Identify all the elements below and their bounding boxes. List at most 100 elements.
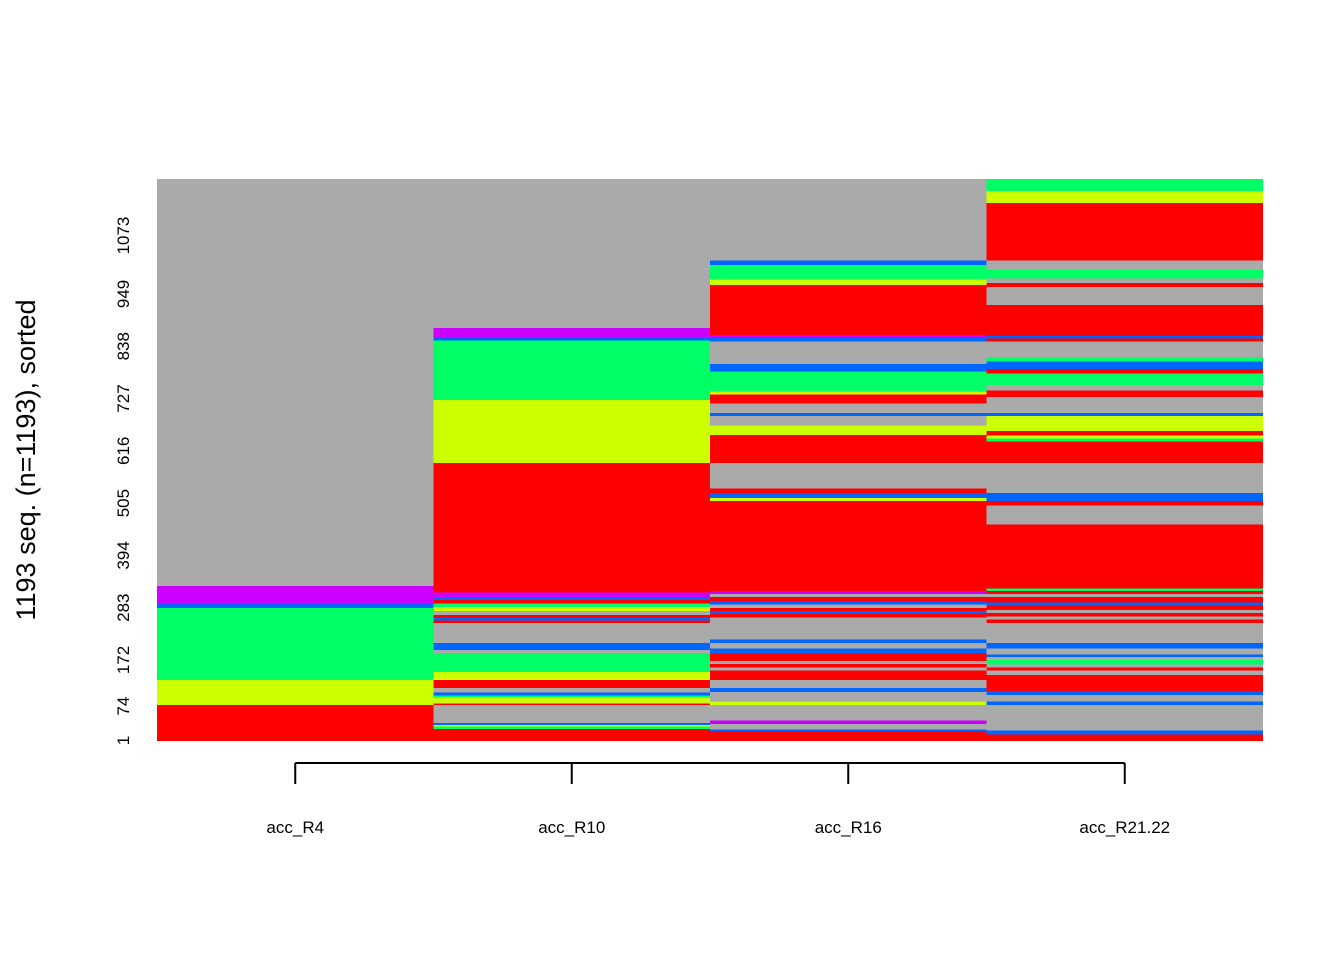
- sequence-cell: [986, 623, 1263, 644]
- sequence-cell: [710, 639, 987, 644]
- sequence-cell: [986, 179, 1263, 191]
- sequence-cell: [710, 663, 987, 668]
- sequence-cell: [986, 260, 1263, 270]
- sequence-cell: [986, 361, 1263, 369]
- sequence-cell: [710, 371, 987, 392]
- sequence-cell: [433, 607, 710, 611]
- y-axis-title: 1193 seq. (n=1193), sorted: [11, 300, 41, 621]
- sequence-cell: [710, 260, 987, 266]
- sequence-cell: [433, 463, 710, 587]
- sequence-cell: [433, 603, 710, 608]
- sequence-cell: [710, 488, 987, 494]
- sequence-cell: [710, 679, 987, 689]
- sequence-cell: [710, 403, 987, 414]
- sequence-cell: [986, 435, 1263, 439]
- sequence-cell: [710, 334, 987, 338]
- sequence-cell: [710, 608, 987, 611]
- sequence-cell: [710, 425, 987, 435]
- sequence-cell: [710, 497, 987, 501]
- sequence-cell: [433, 652, 710, 672]
- sequence-cell: [710, 394, 987, 404]
- sequence-cell: [986, 667, 1263, 671]
- sequence-cell: [986, 616, 1263, 620]
- sequence-cell: [157, 179, 434, 587]
- sequence-cell: [986, 278, 1263, 284]
- sequence-cell: [986, 463, 1263, 489]
- y-tick-label: 838: [114, 332, 133, 360]
- sequence-cell: [710, 653, 987, 661]
- sequence-cell: [710, 610, 987, 614]
- sequence-cell: [710, 586, 987, 592]
- sequence-cell: [986, 691, 1263, 695]
- sequence-cell: [986, 326, 1263, 336]
- sequence-cell: [710, 279, 987, 285]
- sequence-cell: [710, 179, 987, 261]
- sequence-cell: [986, 679, 1263, 692]
- x-tick-label: acc_R21.22: [1079, 818, 1170, 837]
- sequence-cell: [986, 441, 1263, 464]
- sequence-cell: [433, 692, 710, 696]
- sequence-cell: [157, 679, 434, 706]
- sequence-cell: [157, 586, 434, 604]
- sequence-cell: [433, 697, 710, 704]
- sequence-cell: [986, 734, 1263, 741]
- y-tick-label: 172: [114, 646, 133, 674]
- sequence-cell: [710, 591, 987, 595]
- sequence-cell: [710, 720, 987, 725]
- sequence-cell: [157, 608, 434, 680]
- sequence-cell: [433, 399, 710, 464]
- sequence-cell: [710, 648, 987, 654]
- sequence-cell: [710, 604, 987, 609]
- sequence-cell: [710, 434, 987, 464]
- y-tick-label: 283: [114, 593, 133, 621]
- sequence-cell: [710, 670, 987, 680]
- sequence-cell: [986, 488, 1263, 494]
- sequence-cell: [710, 617, 987, 640]
- sequence-cell: [710, 341, 987, 365]
- y-axis-tick-labels: 1 74 172 283 394 505 616 727 838 949 1073: [114, 217, 133, 746]
- sequence-cell: [986, 605, 1263, 611]
- sequence-cell: [986, 500, 1263, 506]
- sequence-cell: [986, 701, 1263, 706]
- sequence-cell: [986, 335, 1263, 339]
- sequence-cell: [710, 391, 987, 395]
- sequence-cell: [710, 500, 987, 587]
- sequence-cell: [433, 592, 710, 598]
- sequence-cell: [986, 283, 1263, 287]
- sequence-cell: [433, 610, 710, 615]
- sequence-cell: [986, 643, 1263, 649]
- sequence-cell: [433, 337, 710, 341]
- sequence-cell: [986, 413, 1263, 416]
- sequence-cell: [986, 190, 1263, 204]
- sequence-cell: [710, 265, 987, 280]
- sequence-cell: [710, 688, 987, 693]
- y-tick-label: 505: [114, 489, 133, 517]
- sequence-cell: [433, 650, 710, 653]
- sequence-cell: [986, 438, 1263, 442]
- sequence-cell: [986, 730, 1263, 735]
- sequence-cell: [986, 397, 1263, 414]
- sequence-cell: [433, 623, 710, 644]
- sequence-cell: [986, 648, 1263, 655]
- sequence-cell: [710, 729, 987, 732]
- sequence-cell: [710, 284, 987, 335]
- sequence-cell: [986, 720, 1263, 731]
- sequence-cell: [986, 670, 1263, 676]
- sequence-cell: [986, 594, 1263, 597]
- sequence-cell: [986, 390, 1263, 398]
- sequence-cell: [986, 368, 1263, 374]
- sequence-cell: [986, 675, 1263, 680]
- sequence-cell: [710, 463, 987, 489]
- sequence-cell: [433, 688, 710, 693]
- sequence-cell: [986, 415, 1263, 432]
- sequence-cell: [986, 612, 1263, 617]
- sequence-cell: [433, 723, 710, 725]
- sequence-cell: [710, 493, 987, 498]
- sequence-cell: [986, 657, 1263, 660]
- sequence-cell: [433, 695, 710, 698]
- sequence-cell: [433, 726, 710, 729]
- sequence-cell: [710, 692, 987, 702]
- sequence-cell: [986, 619, 1263, 624]
- sequence-cell: [433, 703, 710, 706]
- x-tick-label: acc_R4: [266, 818, 324, 837]
